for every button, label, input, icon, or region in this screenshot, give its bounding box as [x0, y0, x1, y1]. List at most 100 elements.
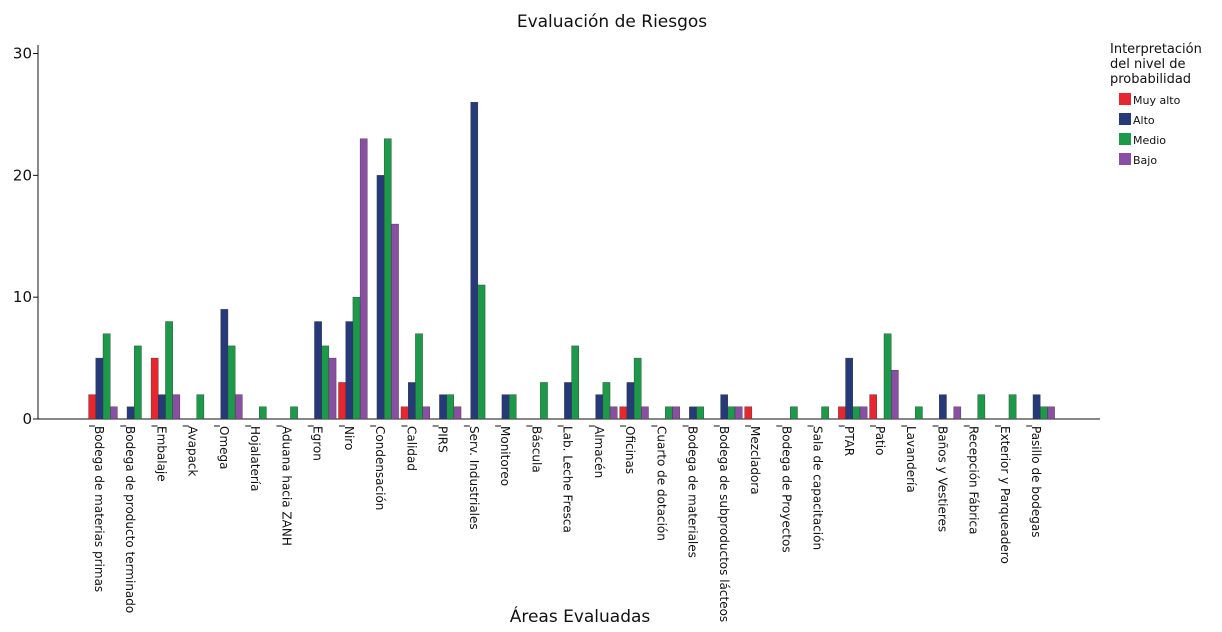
x-tick-label: Patio	[873, 426, 887, 455]
x-tick-label: Monitoreo	[498, 426, 512, 486]
bar	[359, 138, 368, 420]
bar	[609, 406, 618, 420]
bar	[501, 394, 510, 420]
bar	[220, 309, 229, 420]
y-tick-label: 20	[13, 166, 32, 184]
bar	[689, 406, 697, 420]
x-tick-label: Serv. Industriales	[467, 426, 481, 530]
bar	[540, 382, 548, 420]
bar	[1008, 394, 1017, 420]
x-tick-label: Báscula	[529, 426, 543, 473]
x-tick-label: Embalaje	[154, 426, 168, 482]
x-tick-label: Recepción Fábrica	[967, 426, 981, 534]
x-tick-label: Lavandería	[904, 426, 918, 493]
bar	[338, 382, 346, 420]
bar	[415, 333, 423, 420]
bar	[328, 357, 337, 420]
y-tick-label: 30	[13, 45, 32, 63]
bar	[383, 138, 392, 420]
bar	[95, 357, 104, 420]
bar	[641, 406, 649, 420]
chart-title: Evaluación de Riesgos	[517, 12, 707, 32]
bar	[400, 406, 409, 420]
bar	[259, 406, 267, 420]
bar	[859, 406, 868, 420]
x-axis-label: Áreas Evaluadas	[510, 605, 651, 627]
bar	[477, 284, 486, 420]
bar	[88, 394, 96, 420]
bar	[891, 370, 899, 420]
legend-swatch	[1119, 113, 1131, 125]
x-tick-label: Hojalatería	[248, 426, 262, 491]
bar	[446, 394, 455, 420]
bar	[134, 345, 142, 420]
bar	[422, 406, 431, 420]
bar	[744, 406, 753, 420]
x-tick-label: Niro	[342, 426, 356, 450]
bar	[1047, 406, 1055, 420]
bar	[227, 345, 236, 420]
bar	[852, 406, 861, 420]
x-tick-label: Aduana hacia ZANH	[279, 426, 293, 546]
x-tick-label: Almacén	[592, 426, 606, 478]
x-tick-label: Egron	[311, 426, 325, 461]
bar	[150, 357, 159, 420]
bar	[571, 345, 579, 420]
legend-label: Alto	[1133, 114, 1155, 127]
legend-label: Medio	[1133, 134, 1166, 147]
bar	[883, 333, 892, 420]
bar	[508, 394, 517, 420]
bar	[619, 406, 628, 420]
bar	[290, 406, 298, 420]
legend-swatch	[1119, 133, 1131, 145]
x-tick-label: Lab. Leche Fresca	[561, 426, 575, 533]
bar	[102, 333, 111, 420]
bar	[953, 406, 962, 420]
x-tick-label: Bodega de materiales	[686, 426, 700, 558]
y-tick-label: 0	[22, 410, 32, 428]
x-tick-label: Cuarto de dotación	[654, 426, 668, 541]
bar	[109, 406, 118, 420]
x-tick-label: Exterior y Parqueadero	[998, 426, 1012, 564]
bar	[314, 321, 322, 420]
bar	[453, 406, 462, 420]
x-tick-label: Bodega de producto terminado	[123, 426, 137, 613]
bar	[172, 394, 181, 420]
bar	[376, 175, 385, 420]
x-tick-label: Sala de capacitación	[811, 426, 825, 550]
bar	[727, 406, 736, 420]
bar	[470, 102, 479, 420]
x-tick-label: Bodega de Proyectos	[779, 426, 793, 553]
x-tick-label: Baños y Vestieres	[935, 426, 949, 532]
bar	[821, 406, 829, 420]
bar	[165, 321, 173, 420]
legend-label: Muy alto	[1133, 94, 1181, 107]
x-tick-label: Oficinas	[623, 426, 637, 474]
y-tick-label: 10	[13, 288, 32, 306]
bar	[595, 394, 604, 420]
bar	[626, 382, 635, 420]
x-tick-label: Bodega de subproductos lácteos	[717, 426, 731, 622]
x-tick-label: Pasillo de bodegas	[1029, 426, 1043, 537]
bar	[352, 296, 361, 420]
x-tick-label: PTAR	[842, 426, 856, 456]
legend-title: Interpretación	[1110, 42, 1202, 57]
bar	[838, 406, 846, 420]
bar	[696, 406, 704, 420]
x-tick-label: Avapack	[186, 426, 200, 477]
bar	[345, 321, 354, 420]
bar	[939, 394, 947, 420]
legend-title: del nivel de	[1110, 57, 1186, 72]
x-tick-label: Condensación	[373, 426, 387, 510]
bar	[665, 406, 673, 420]
legend-label: Bajo	[1133, 154, 1157, 167]
bar	[196, 394, 205, 420]
bar	[720, 394, 728, 420]
bar	[845, 357, 853, 420]
bar	[408, 382, 416, 420]
legend-swatch	[1119, 93, 1131, 105]
bar	[734, 406, 743, 420]
x-tick-label: Calidad	[404, 426, 418, 471]
bar	[439, 394, 447, 420]
